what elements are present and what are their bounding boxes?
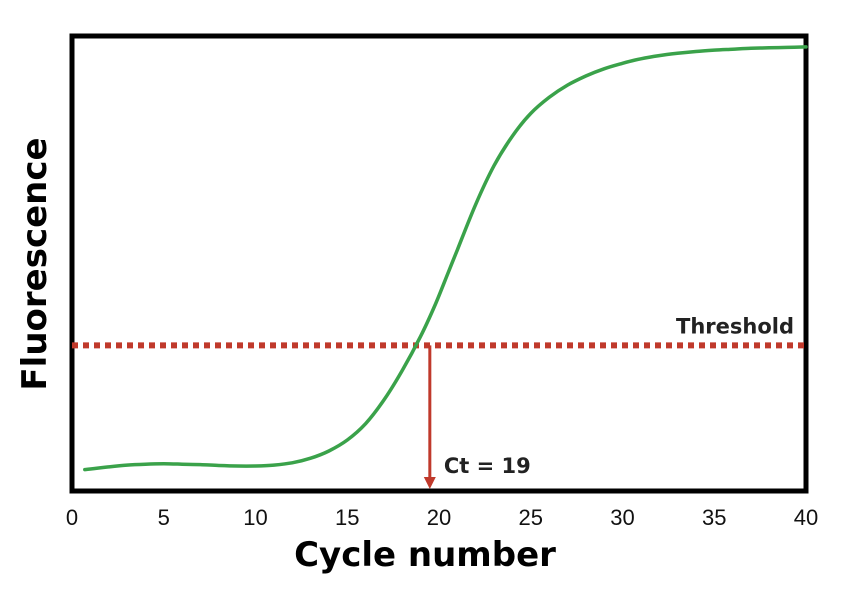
y-axis-title: Fluorescence xyxy=(15,137,55,390)
ct-marker-arrowhead xyxy=(423,477,436,489)
x-tick-label-35: 35 xyxy=(702,505,726,530)
x-tick-label-5: 5 xyxy=(158,505,170,530)
threshold-label: Threshold xyxy=(676,314,794,338)
plot-frame xyxy=(69,33,809,494)
x-tick-label-30: 30 xyxy=(610,505,634,530)
x-tick-label-10: 10 xyxy=(243,505,267,530)
amplification-curve xyxy=(83,45,808,472)
x-tick-label-40: 40 xyxy=(794,505,818,530)
x-tick-label-15: 15 xyxy=(335,505,359,530)
x-tick-label-0: 0 xyxy=(66,505,78,530)
x-tick-label-25: 25 xyxy=(519,505,543,530)
ct-label: Ct = 19 xyxy=(444,454,531,478)
x-axis-title: Cycle number xyxy=(294,535,556,575)
x-tick-label-20: 20 xyxy=(427,505,451,530)
